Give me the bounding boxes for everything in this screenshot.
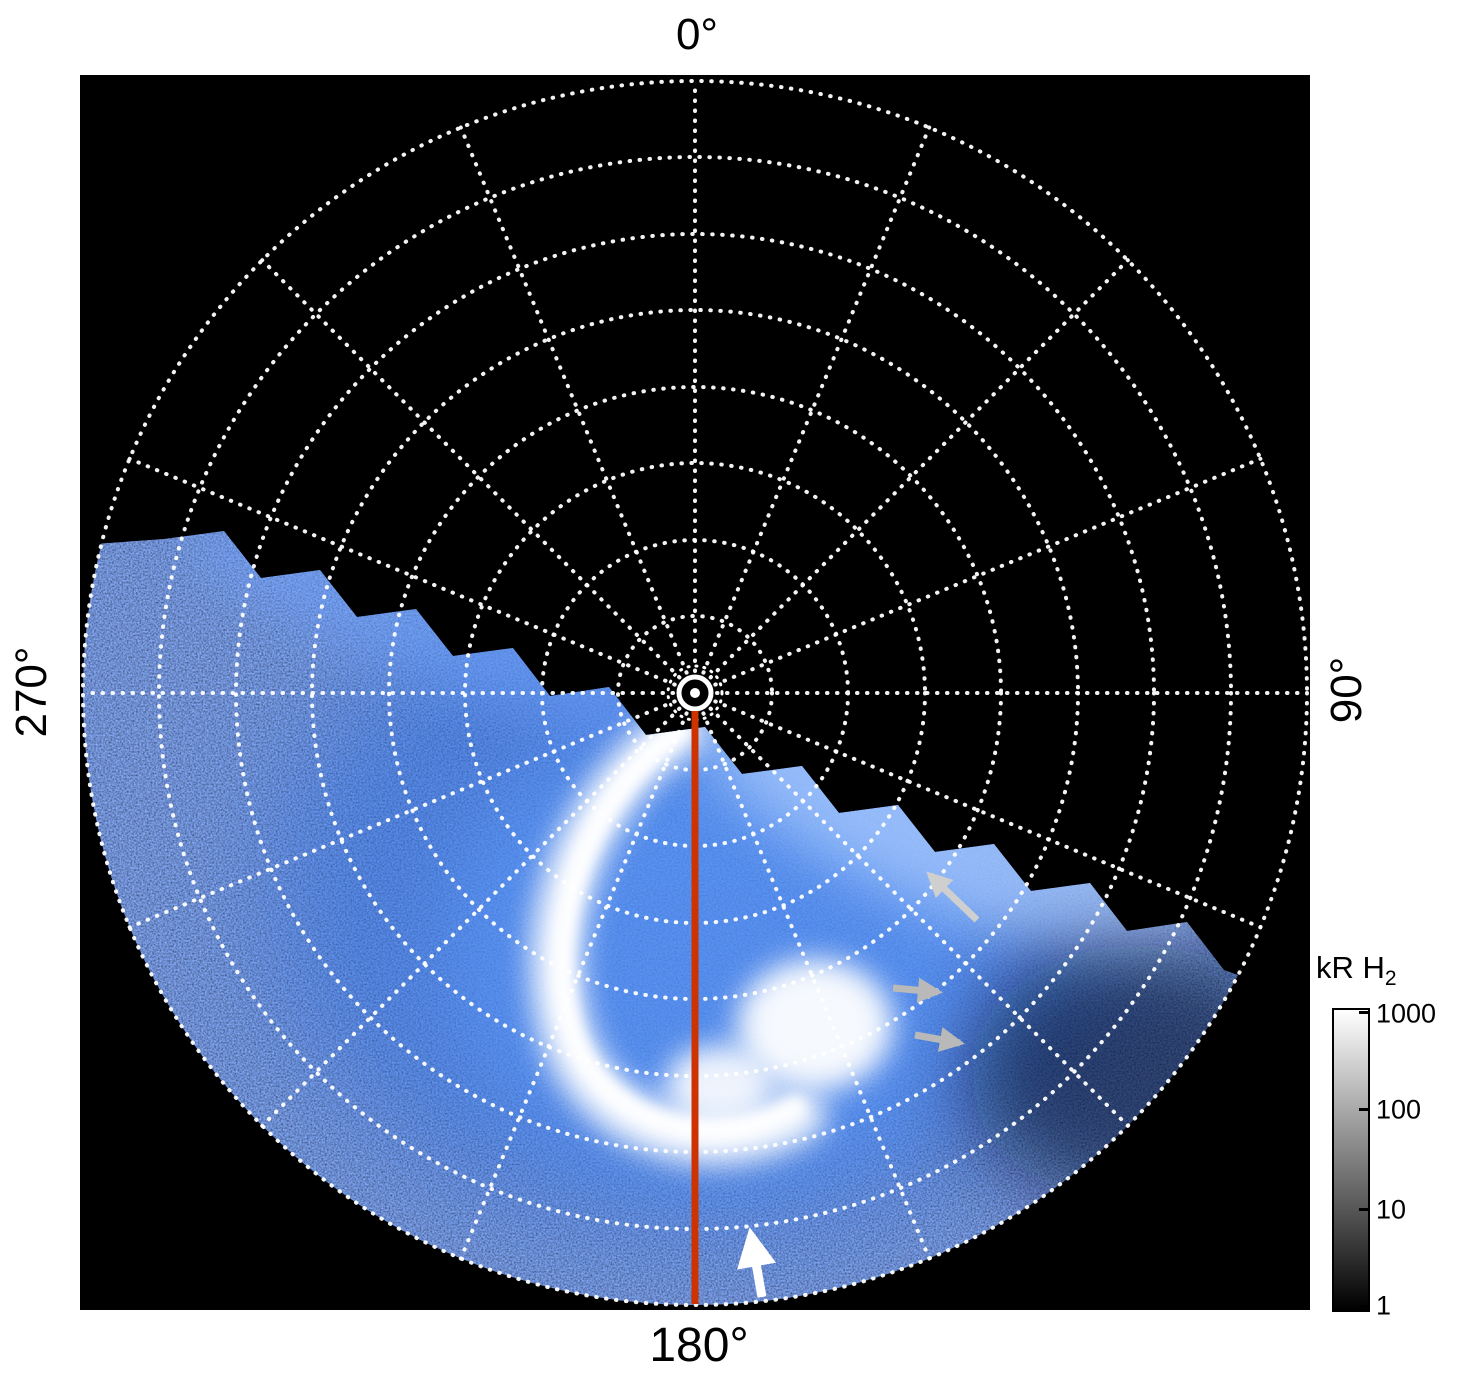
colorbar xyxy=(1332,1008,1370,1312)
polar-plot xyxy=(80,75,1310,1310)
grid-spoke xyxy=(127,699,677,930)
grid-spoke xyxy=(708,258,1130,680)
colorbar-label-100: 100 xyxy=(1376,1094,1422,1125)
grid-spoke xyxy=(701,125,932,675)
angle-label-180: 180° xyxy=(649,1319,749,1372)
angle-label-270: 270° xyxy=(7,646,56,738)
colorbar-tick xyxy=(1359,1011,1368,1014)
angle-label-0: 0° xyxy=(675,10,719,59)
angle-label-90: 90° xyxy=(1322,656,1371,724)
grid-spoke xyxy=(260,706,682,1128)
annotation-arrow-lower xyxy=(914,1027,965,1052)
colorbar-label-1000: 1000 xyxy=(1376,998,1437,1029)
grid-spoke xyxy=(713,699,1263,930)
grid-ring xyxy=(81,79,1309,1307)
grid-spoke xyxy=(708,706,1130,1128)
colorbar-tick xyxy=(1359,1108,1368,1111)
colorbar-title-subscript: 2 xyxy=(1384,967,1397,991)
colorbar-tick xyxy=(1359,1305,1368,1308)
bright-patch-secondary xyxy=(665,1045,775,1125)
colorbar-title: kR H2 xyxy=(1316,950,1397,991)
colorbar-tick xyxy=(1359,1208,1368,1211)
grid-spoke xyxy=(701,711,932,1261)
grid-spoke xyxy=(260,258,682,680)
grid-spoke xyxy=(127,456,677,687)
grid-spoke xyxy=(458,711,689,1261)
annotation-arrow-upper xyxy=(926,871,980,923)
colorbar-label-10: 10 xyxy=(1376,1194,1407,1225)
annotation-arrow-white xyxy=(737,1227,777,1298)
grid-spoke xyxy=(458,125,689,675)
bright-patch xyxy=(737,959,893,1091)
colorbar-label-1: 1 xyxy=(1376,1290,1392,1321)
colorbar-title-text: kR H xyxy=(1316,950,1385,985)
main-auroral-arc-core xyxy=(551,719,806,1142)
annotation-arrow-middle xyxy=(892,977,944,1003)
grid-spoke xyxy=(713,456,1263,687)
